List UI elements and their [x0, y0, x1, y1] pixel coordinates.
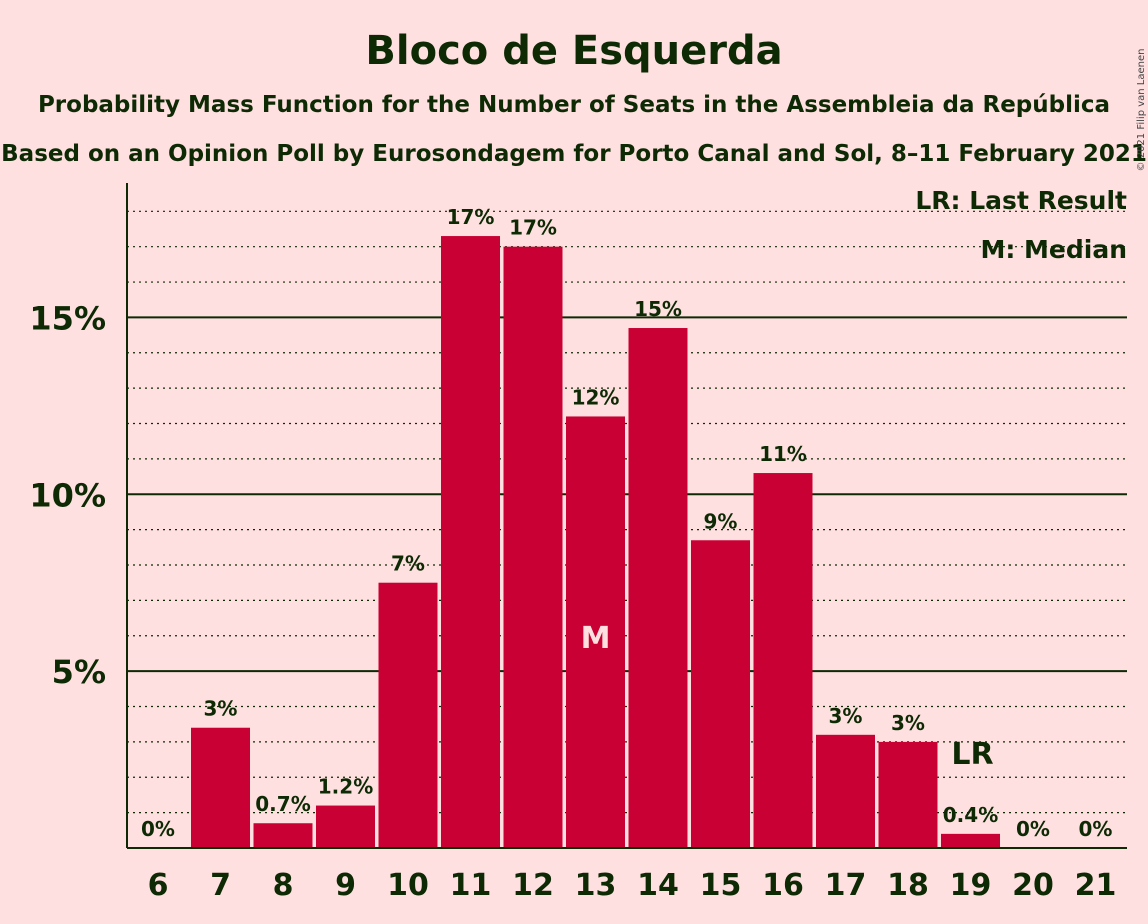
bar-seat-18	[878, 741, 938, 848]
bar-value-label: 9%	[704, 509, 738, 533]
x-tick-label: 6	[148, 868, 169, 903]
bar-value-label: 0%	[1016, 817, 1050, 841]
bar-value-label: 17%	[447, 205, 495, 229]
x-tick-label: 14	[637, 868, 679, 903]
bar-seat-16	[753, 473, 813, 848]
x-tick-label: 17	[825, 868, 867, 903]
x-tick-label: 19	[950, 868, 992, 903]
legend-last-result: LR: Last Result	[915, 186, 1127, 215]
x-tick-label: 15	[700, 868, 742, 903]
bar-seat-13	[566, 416, 625, 848]
bar-value-label: 0.7%	[255, 792, 310, 816]
copyright-notice: © 2021 Filip van Laenen	[1136, 49, 1147, 172]
bar-seat-12	[503, 246, 563, 848]
x-tick-label: 9	[335, 868, 356, 903]
bar-value-label: 0%	[141, 817, 175, 841]
x-tick-label: 12	[512, 868, 554, 903]
y-tick-label: 5%	[52, 653, 106, 691]
bars	[191, 236, 1000, 848]
bar-value-label: 17%	[509, 216, 557, 240]
y-tick-label: 10%	[29, 476, 106, 514]
chart-title: Bloco de Esquerda	[365, 28, 782, 74]
bar-value-label: 15%	[634, 297, 682, 321]
median-marker: M	[581, 621, 611, 656]
bar-seat-7	[191, 727, 250, 848]
bar-seat-8	[253, 823, 313, 848]
bar-value-label: 3%	[891, 711, 925, 735]
x-tick-label: 7	[210, 868, 231, 903]
bar-value-label: 3%	[829, 704, 863, 728]
x-tick-label: 18	[887, 868, 929, 903]
bar-value-label: 12%	[572, 385, 620, 409]
bar-value-label: 0%	[1079, 817, 1113, 841]
bar-seat-9	[316, 805, 375, 848]
gridlines	[127, 210, 1127, 814]
bar-value-label: 3%	[204, 697, 238, 721]
bar-seat-19	[941, 833, 1000, 848]
bar-value-label: 0.4%	[943, 803, 998, 827]
x-tick-label: 8	[273, 868, 294, 903]
bar-value-label: 7%	[391, 552, 425, 576]
bar-value-label: 1.2%	[318, 775, 373, 799]
bar-seat-14	[628, 328, 688, 848]
x-tick-label: 11	[450, 868, 492, 903]
x-tick-label: 20	[1012, 868, 1054, 903]
y-tick-label: 15%	[29, 299, 106, 337]
x-tick-label: 16	[762, 868, 804, 903]
bar-seat-11	[441, 236, 500, 848]
x-tick-label: 13	[575, 868, 617, 903]
bar-seat-17	[816, 734, 875, 848]
chart-subtitle: Probability Mass Function for the Number…	[38, 92, 1110, 118]
chart-subtitle-source: Based on an Opinion Poll by Eurosondagem…	[1, 141, 1147, 167]
legend-median: M: Median	[980, 235, 1127, 264]
bar-value-label: 11%	[759, 442, 807, 466]
axes: 5% 10% 15% 6 7 8 9 10 11 12 13 14 15 16 17 18 19 20 21	[29, 183, 1127, 903]
bar-labels: 0% 3% 0.7% 1.2% 7% 17% 17% 12% 15% 9% 11% 3% 3% 0.4% 0…	[141, 205, 1112, 841]
last-result-marker: LR	[951, 737, 993, 772]
x-tick-label: 10	[387, 868, 429, 903]
bar-seat-15	[691, 540, 750, 848]
bar-seat-10	[378, 582, 438, 848]
x-tick-label: 21	[1075, 868, 1117, 903]
